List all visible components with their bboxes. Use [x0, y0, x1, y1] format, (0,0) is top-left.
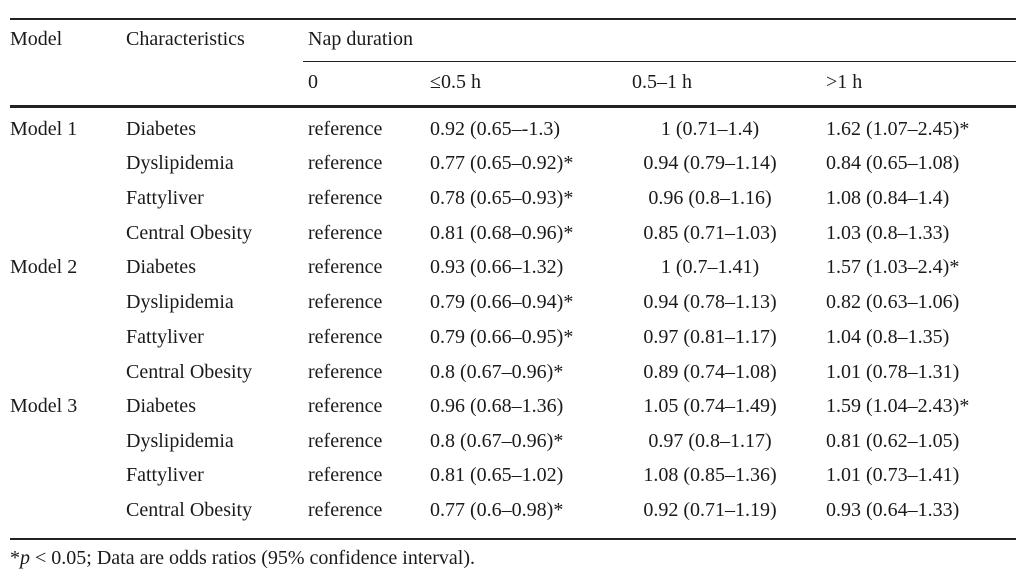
cell-or-gt-1h: 1.62 (1.07–2.45)* — [826, 118, 970, 140]
table-bottom-rule — [10, 538, 1016, 540]
cell-reference: reference — [308, 361, 383, 383]
table-row: Dyslipidemia reference 0.77 (0.65–0.92)* 0.… — [0, 151, 1016, 185]
header-duration-0: 0 — [308, 71, 318, 93]
nap-duration-subrule — [303, 61, 1016, 62]
cell-or-le-0-5h: 0.79 (0.66–0.94)* — [430, 291, 574, 313]
cell-or-le-0-5h: 0.8 (0.67–0.96)* — [430, 361, 564, 383]
cell-or-gt-1h: 1.04 (0.8–1.35) — [826, 326, 950, 348]
cell-or-gt-1h: 0.84 (0.65–1.08) — [826, 152, 960, 174]
cell-characteristic: Dyslipidemia — [126, 152, 234, 174]
cell-or-gt-1h: 1.03 (0.8–1.33) — [826, 222, 950, 244]
cell-characteristic: Central Obesity — [126, 222, 253, 244]
cell-reference: reference — [308, 187, 383, 209]
cell-characteristic: Central Obesity — [126, 361, 253, 383]
header-characteristics: Characteristics — [126, 28, 245, 50]
table-top-rule — [10, 18, 1016, 20]
cell-reference: reference — [308, 118, 383, 140]
cell-or-gt-1h: 1.01 (0.73–1.41) — [826, 464, 960, 486]
table-row: Model 1 Diabetes reference 0.92 (0.65–-1.3)… — [0, 117, 1016, 151]
cell-or-le-0-5h: 0.93 (0.66–1.32) — [430, 256, 564, 278]
cell-or-0-5-1h: 0.92 (0.71–1.19) — [643, 499, 777, 521]
cell-or-0-5-1h: 0.94 (0.78–1.13) — [643, 291, 777, 313]
cell-characteristic: Fattyliver — [126, 326, 204, 348]
cell-reference: reference — [308, 256, 383, 278]
table-row: Fattyliver reference 0.81 (0.65–1.02) 1.08 … — [0, 463, 1016, 497]
cell-characteristic: Central Obesity — [126, 499, 253, 521]
cell-characteristic: Fattyliver — [126, 464, 204, 486]
footnote-star: * — [10, 547, 20, 569]
header-duration-le-0-5h: ≤0.5 h — [430, 71, 481, 93]
cell-or-gt-1h: 1.08 (0.84–1.4) — [826, 187, 950, 209]
cell-reference: reference — [308, 464, 383, 486]
table-row: Model 2 Diabetes reference 0.93 (0.66–1.32)… — [0, 255, 1016, 289]
cell-characteristic: Dyslipidemia — [126, 430, 234, 452]
cell-or-gt-1h: 1.59 (1.04–2.43)* — [826, 395, 970, 417]
table-row: Fattyliver reference 0.79 (0.66–0.95)* 0.97… — [0, 325, 1016, 359]
cell-or-0-5-1h: 0.97 (0.81–1.17) — [643, 326, 777, 348]
cell-reference: reference — [308, 291, 383, 313]
cell-reference: reference — [308, 395, 383, 417]
cell-or-gt-1h: 1.01 (0.78–1.31) — [826, 361, 960, 383]
cell-characteristic: Fattyliver — [126, 187, 204, 209]
header-duration-0-5-1h: 0.5–1 h — [632, 71, 692, 93]
header-model: Model — [10, 28, 63, 50]
cell-characteristic: Dyslipidemia — [126, 291, 234, 313]
cell-or-gt-1h: 0.93 (0.64–1.33) — [826, 499, 960, 521]
cell-or-le-0-5h: 0.81 (0.65–1.02) — [430, 464, 564, 486]
cell-or-0-5-1h: 0.97 (0.8–1.17) — [648, 430, 772, 452]
cell-or-le-0-5h: 0.79 (0.66–0.95)* — [430, 326, 574, 348]
cell-or-le-0-5h: 0.8 (0.67–0.96)* — [430, 430, 564, 452]
cell-or-0-5-1h: 0.94 (0.79–1.14) — [643, 152, 777, 174]
cell-characteristic: Diabetes — [126, 395, 196, 417]
cell-reference: reference — [308, 152, 383, 174]
cell-reference: reference — [308, 430, 383, 452]
cell-or-le-0-5h: 0.78 (0.65–0.93)* — [430, 187, 574, 209]
cell-or-le-0-5h: 0.92 (0.65–-1.3) — [430, 118, 560, 140]
table-row: Central Obesity reference 0.77 (0.6–0.98)*… — [0, 498, 1016, 532]
cell-model: Model 3 — [10, 395, 78, 417]
cell-or-le-0-5h: 0.96 (0.68–1.36) — [430, 395, 564, 417]
cell-or-le-0-5h: 0.77 (0.6–0.98)* — [430, 499, 564, 521]
cell-or-0-5-1h: 0.85 (0.71–1.03) — [643, 222, 777, 244]
cell-reference: reference — [308, 222, 383, 244]
footnote-text: < 0.05; Data are odds ratios (95% confid… — [30, 547, 476, 569]
cell-or-le-0-5h: 0.81 (0.68–0.96)* — [430, 222, 574, 244]
cell-or-le-0-5h: 0.77 (0.65–0.92)* — [430, 152, 574, 174]
cell-characteristic: Diabetes — [126, 118, 196, 140]
table-row: Dyslipidemia reference 0.79 (0.66–0.94)* 0.… — [0, 290, 1016, 324]
header-nap-duration: Nap duration — [308, 28, 413, 50]
cell-model: Model 1 — [10, 118, 78, 140]
cell-or-0-5-1h: 1.05 (0.74–1.49) — [643, 395, 777, 417]
cell-or-0-5-1h: 0.96 (0.8–1.16) — [648, 187, 772, 209]
table-row: Dyslipidemia reference 0.8 (0.67–0.96)* 0.9… — [0, 429, 1016, 463]
cell-reference: reference — [308, 499, 383, 521]
cell-reference: reference — [308, 326, 383, 348]
table-row: Central Obesity reference 0.8 (0.67–0.96)*… — [0, 360, 1016, 394]
cell-model: Model 2 — [10, 256, 78, 278]
table-header-rule — [10, 105, 1016, 108]
cell-or-0-5-1h: 1 (0.7–1.41) — [660, 256, 760, 278]
cell-or-gt-1h: 1.57 (1.03–2.4)* — [826, 256, 960, 278]
table-row: Fattyliver reference 0.78 (0.65–0.93)* 0.96… — [0, 186, 1016, 220]
table-row: Model 3 Diabetes reference 0.96 (0.68–1.36)… — [0, 394, 1016, 428]
table-row: Central Obesity reference 0.81 (0.68–0.96)… — [0, 221, 1016, 255]
table-footnote: *p < 0.05; Data are odds ratios (95% con… — [10, 546, 475, 570]
cell-or-gt-1h: 0.82 (0.63–1.06) — [826, 291, 960, 313]
header-duration-gt-1h: >1 h — [826, 71, 863, 93]
cell-or-0-5-1h: 1 (0.71–1.4) — [660, 118, 760, 140]
cell-or-0-5-1h: 0.89 (0.74–1.08) — [643, 361, 777, 383]
cell-or-gt-1h: 0.81 (0.62–1.05) — [826, 430, 960, 452]
cell-or-0-5-1h: 1.08 (0.85–1.36) — [643, 464, 777, 486]
footnote-p: p — [20, 547, 30, 569]
cell-characteristic: Diabetes — [126, 256, 196, 278]
